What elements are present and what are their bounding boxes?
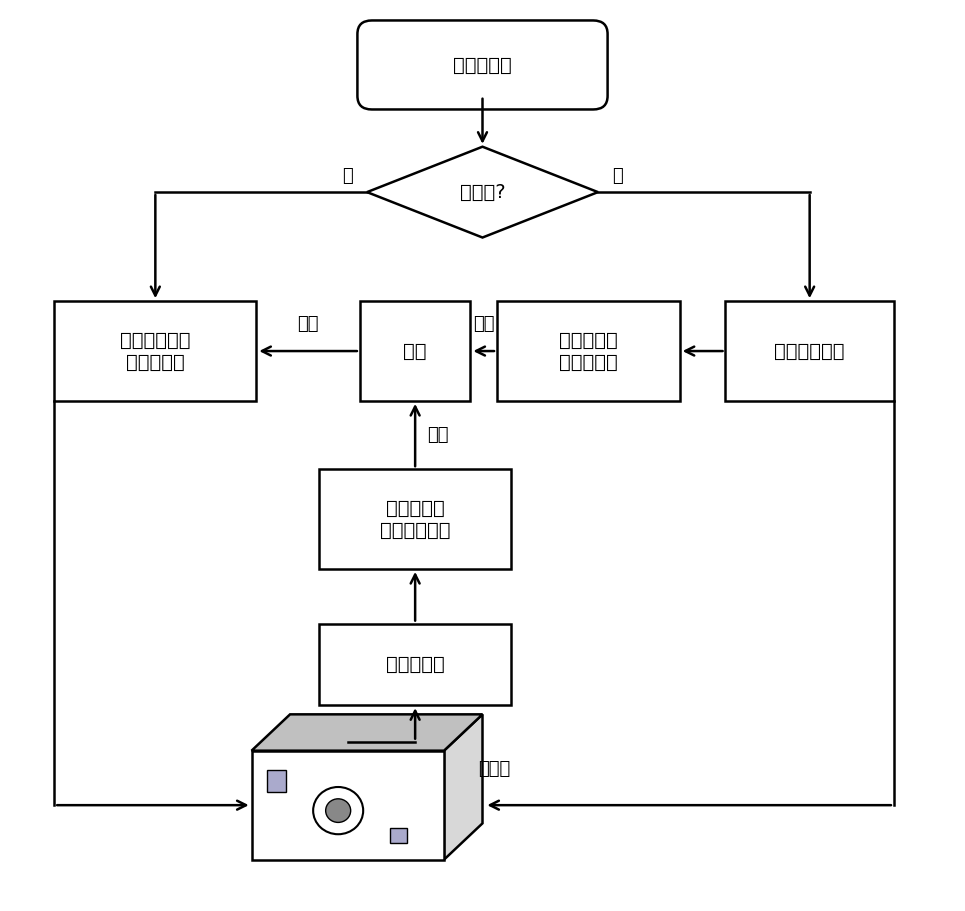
Bar	[497, 302, 679, 401]
Bar	[267, 771, 287, 792]
Text: 读取: 读取	[297, 315, 318, 333]
Bar	[390, 828, 407, 844]
Text: 发送缓存中的
数据帧副本: 发送缓存中的 数据帧副本	[120, 331, 191, 372]
Text: 是: 是	[342, 167, 352, 185]
Bar	[318, 469, 511, 569]
Text: 保存: 保存	[473, 315, 494, 333]
Text: 清除缓存中
对应的数据帧: 清除缓存中 对应的数据帧	[380, 498, 451, 539]
Circle shape	[325, 799, 350, 823]
Bar	[726, 302, 894, 401]
Circle shape	[314, 787, 363, 834]
Text: 发送数据帧: 发送数据帧	[454, 56, 511, 75]
Text: 反馈应答帧: 反馈应答帧	[386, 655, 445, 674]
Text: 下位机: 下位机	[478, 760, 510, 778]
Bar	[54, 302, 257, 401]
Polygon shape	[444, 714, 482, 860]
Bar	[252, 751, 444, 860]
Polygon shape	[367, 147, 598, 238]
Text: 缓存: 缓存	[403, 342, 427, 361]
Text: 否: 否	[613, 167, 623, 185]
Text: 保存数据帧
副本到缓存: 保存数据帧 副本到缓存	[559, 331, 618, 372]
Text: 发送新数据帧: 发送新数据帧	[774, 342, 845, 361]
Text: 删除: 删除	[427, 426, 448, 444]
Polygon shape	[252, 714, 482, 751]
FancyBboxPatch shape	[357, 20, 608, 109]
Text: 缓存满?: 缓存满?	[459, 182, 506, 201]
Bar	[318, 623, 511, 705]
Bar	[360, 302, 471, 401]
